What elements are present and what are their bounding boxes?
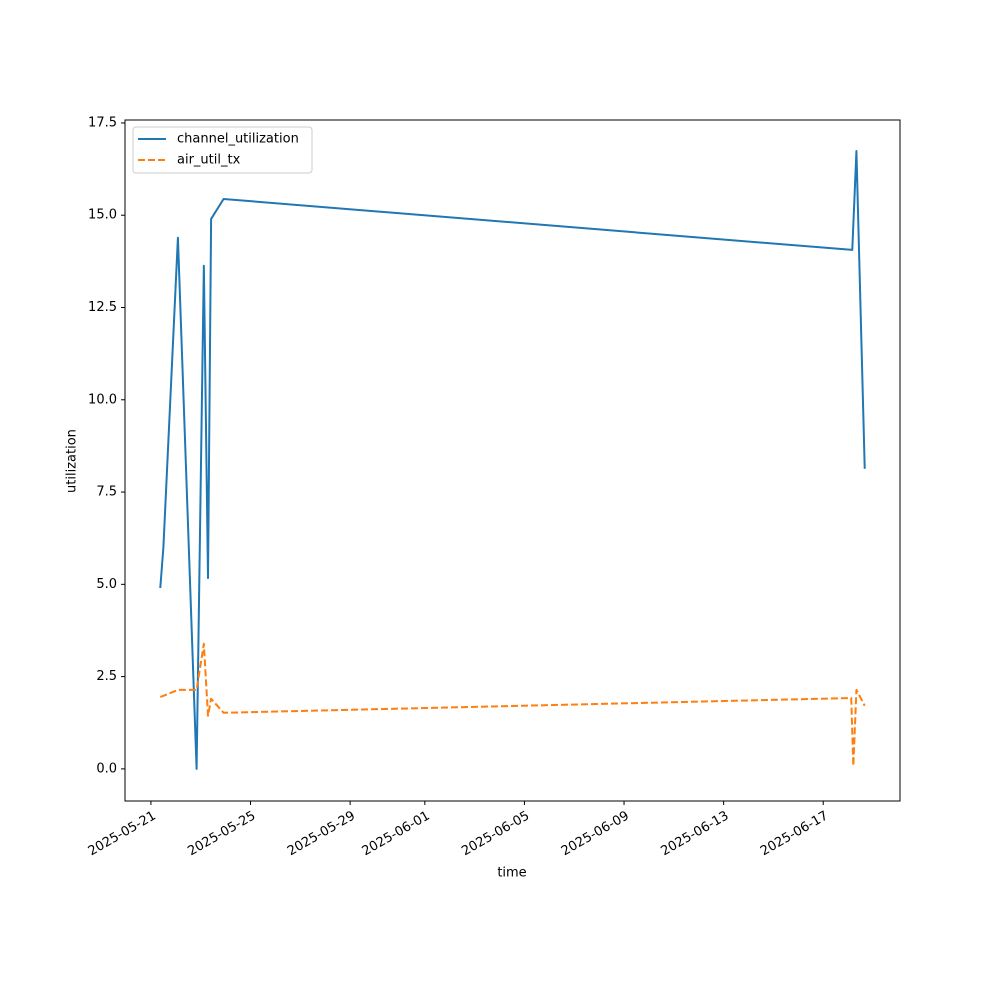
x-tick-label: 2025-06-01 — [360, 809, 433, 860]
x-tick-label: 2025-06-13 — [658, 809, 731, 860]
legend-label: channel_utilization — [177, 132, 299, 147]
legend-label: air_util_tx — [177, 153, 241, 168]
y-axis-label: utilization — [65, 429, 80, 493]
legend-box — [132, 126, 313, 174]
x-tick-label: 2025-06-17 — [758, 809, 831, 860]
y-tick-label: 17.5 — [88, 115, 117, 130]
series-line — [159, 642, 866, 767]
series-line — [159, 150, 866, 770]
x-tick-label: 2025-06-05 — [459, 809, 532, 860]
y-tick-label: 0.0 — [96, 761, 117, 776]
y-tick-label: 12.5 — [88, 300, 117, 315]
y-tick-label: 5.0 — [96, 577, 117, 592]
plot-frame — [124, 119, 901, 802]
x-tick-label: 2025-06-09 — [559, 809, 632, 860]
y-tick-label: 15.0 — [88, 208, 117, 223]
x-tick-label: 2025-05-25 — [185, 809, 258, 860]
y-tick-label: 2.5 — [96, 669, 117, 684]
x-tick-label: 2025-05-21 — [86, 809, 159, 860]
y-tick-label: 7.5 — [96, 485, 117, 500]
x-tick-label: 2025-05-29 — [285, 809, 358, 860]
plot — [159, 150, 866, 770]
x-axis-label: time — [497, 866, 526, 881]
y-tick-label: 10.0 — [88, 392, 117, 407]
